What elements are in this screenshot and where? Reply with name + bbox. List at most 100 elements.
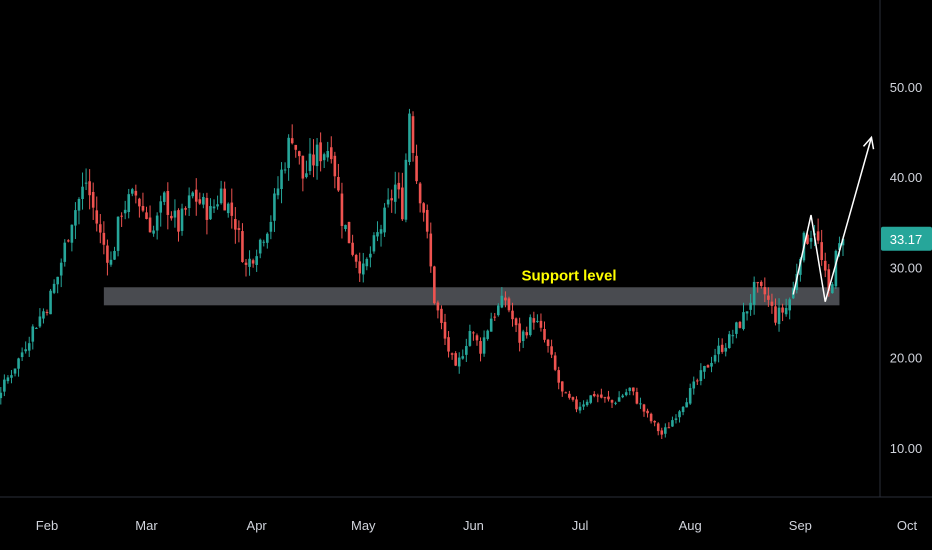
candle [305,160,308,179]
time-axis[interactable]: Feb Mar Apr May Jun Jul Aug Sep Oct [36,518,918,533]
candle-body [713,355,717,362]
candle [67,239,70,243]
candle-body [440,308,443,323]
candle-body [372,235,376,252]
candle-body [418,183,422,204]
projection-arrow-head [862,135,875,150]
candle-body [404,159,408,220]
candle-body [116,216,120,251]
candle [479,337,482,362]
time-tick-label: Mar [135,518,158,533]
candle [386,188,390,208]
candle [823,252,827,278]
candle-body [35,327,38,329]
candle-body [532,318,536,323]
candle-body [472,332,475,334]
candle [294,144,298,158]
candle [134,184,138,204]
candle [116,216,120,257]
candle-body [234,219,237,230]
candle [617,391,621,402]
candle [283,162,287,174]
candle [603,396,607,403]
candle [568,390,571,400]
time-tick-label: May [351,518,376,533]
candle-body [223,188,226,211]
candle [738,320,742,329]
candle [731,329,735,344]
candle [497,303,500,317]
candle-body [113,250,116,260]
candle [333,151,337,189]
candle [287,134,290,181]
candle-body [504,297,507,301]
candle [184,206,187,216]
candle-body [70,224,74,243]
candle [681,405,685,416]
candle [344,224,347,232]
candle [113,246,116,260]
candle-body [703,365,706,372]
candle [145,206,148,220]
candle-body [461,356,465,359]
candle-body [727,334,731,348]
candle-body [578,406,582,411]
candle-body [443,321,447,339]
candle [226,202,230,218]
candle [308,138,312,175]
candle [667,422,671,429]
candle [447,331,450,358]
candle [102,221,106,255]
candle [468,324,472,347]
candle [621,393,624,399]
candle-body [507,298,511,311]
candle-body [31,326,35,342]
candle [710,356,713,373]
candle [109,251,113,267]
candle-body [571,397,575,400]
candle [514,317,518,333]
candle-body [20,352,24,358]
candle-body [617,397,621,402]
candle [674,414,678,424]
candle-body [337,176,340,191]
candle [369,246,372,268]
candle-body [653,421,656,423]
candle [365,257,369,271]
candle [706,364,710,368]
candle-body [99,224,102,233]
candle-body [720,344,724,352]
candle-body [6,377,10,382]
candle-body [500,295,504,308]
candle [472,331,475,341]
candle [187,187,191,216]
candle [379,224,383,247]
candle [276,176,280,200]
candle [244,259,248,277]
candle-body [543,328,546,340]
candle-body [376,232,379,237]
candle-body [290,138,294,144]
candle-body [770,301,774,306]
price-axis[interactable]: 10.00 20.00 30.00 40.00 50.00 [890,80,923,456]
candle-body [187,195,191,209]
candle [91,182,95,220]
candle-body [646,410,649,414]
candle-body [226,203,230,214]
candle-body [148,217,152,233]
candle-body [486,330,489,339]
candle [212,199,216,213]
candle [138,197,141,218]
candle-body [0,392,3,399]
candle [173,199,177,228]
candle-body [205,197,209,220]
candle-body [568,393,571,398]
candle [361,252,365,283]
candle-body [294,144,298,150]
candle-body [386,199,390,205]
candle-body [241,231,244,262]
candle-body [45,311,49,313]
candle-body [433,266,436,304]
